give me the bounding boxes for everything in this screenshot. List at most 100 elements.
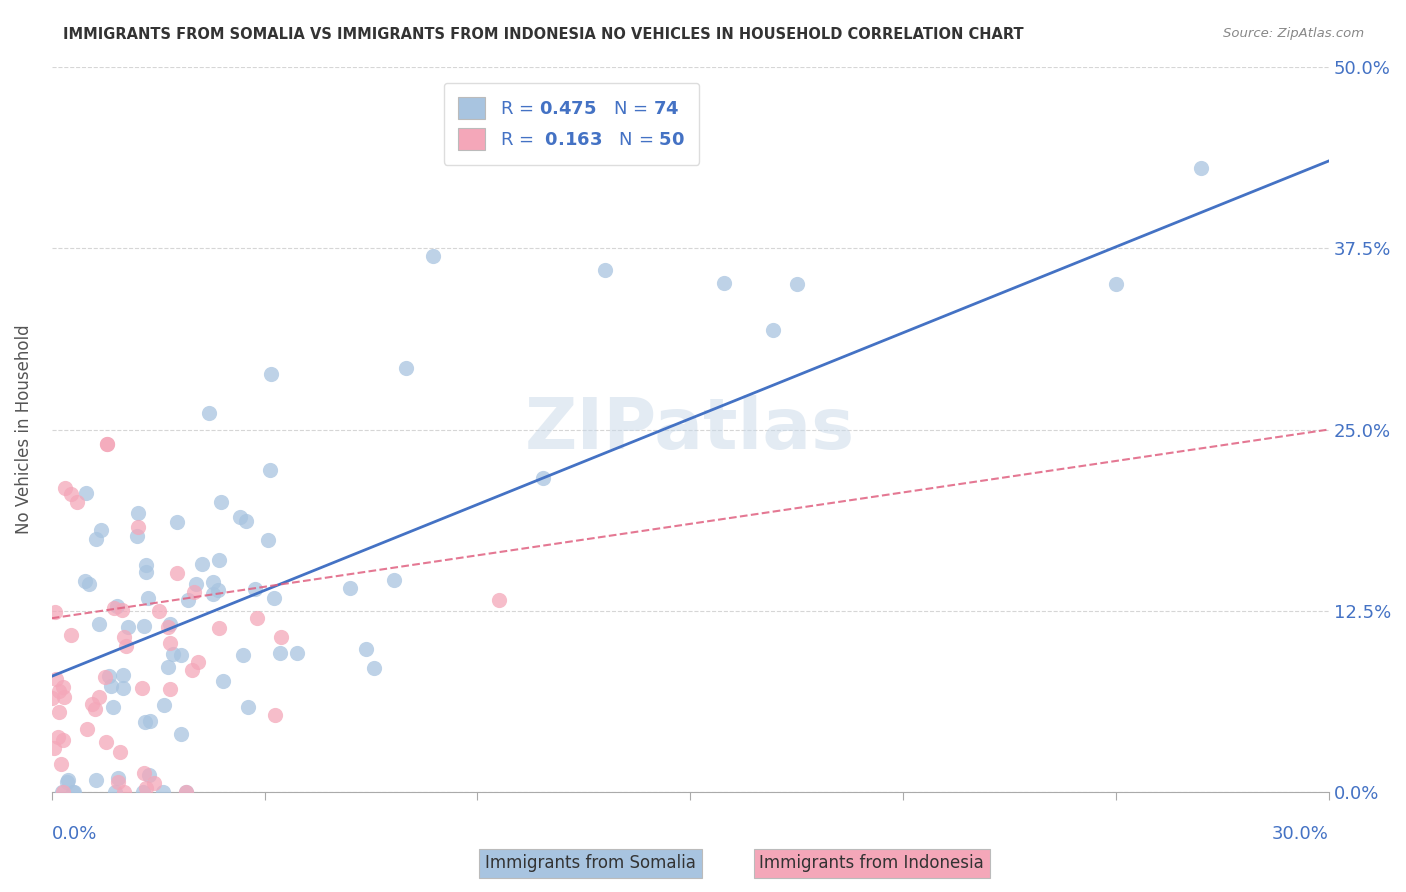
Point xyxy=(260,368,283,382)
Point xyxy=(94,670,117,684)
Point xyxy=(55,775,77,789)
Point xyxy=(87,690,110,704)
Point xyxy=(49,756,72,771)
Point xyxy=(100,679,122,693)
Point xyxy=(112,681,135,695)
Point xyxy=(174,785,197,799)
Point xyxy=(53,481,76,495)
Point xyxy=(125,529,148,543)
Point xyxy=(112,668,135,682)
Text: Immigrants from Indonesia: Immigrants from Indonesia xyxy=(759,855,984,872)
Point xyxy=(112,630,135,644)
Point xyxy=(62,785,84,799)
Point xyxy=(48,684,70,698)
Point xyxy=(1105,277,1128,292)
Point xyxy=(73,574,96,588)
Text: 0.0%: 0.0% xyxy=(52,825,97,843)
Point xyxy=(115,640,138,654)
Point xyxy=(76,722,98,736)
Text: Source: ZipAtlas.com: Source: ZipAtlas.com xyxy=(1223,27,1364,40)
Point xyxy=(134,715,156,730)
Point xyxy=(593,262,616,277)
Point xyxy=(84,701,107,715)
Point xyxy=(170,727,193,741)
Point xyxy=(363,660,385,674)
Point xyxy=(66,495,89,509)
Point xyxy=(1189,161,1212,176)
Point xyxy=(152,785,174,799)
Point xyxy=(208,553,231,567)
Point xyxy=(52,785,75,799)
Point xyxy=(58,772,80,787)
Point xyxy=(103,700,125,714)
Point xyxy=(159,636,181,650)
Text: ZIPatlas: ZIPatlas xyxy=(526,395,855,464)
Point xyxy=(107,771,129,785)
Point xyxy=(107,775,129,789)
Point xyxy=(139,714,162,728)
Point xyxy=(60,628,83,642)
Point xyxy=(229,509,252,524)
Point xyxy=(174,785,197,799)
Point xyxy=(183,585,205,599)
Point xyxy=(191,557,214,571)
Point xyxy=(138,768,160,782)
Point xyxy=(105,599,128,614)
Point xyxy=(159,617,181,632)
Point xyxy=(162,647,184,661)
Point xyxy=(156,660,179,674)
Point xyxy=(52,681,75,695)
Point xyxy=(181,664,204,678)
Point xyxy=(170,648,193,663)
Point xyxy=(82,697,104,711)
Point xyxy=(212,673,235,688)
Point xyxy=(259,463,281,477)
Point xyxy=(382,573,405,587)
Point xyxy=(98,669,121,683)
Point xyxy=(132,766,155,780)
Point xyxy=(270,630,292,644)
Point xyxy=(89,617,111,632)
Point xyxy=(104,785,127,799)
Point xyxy=(112,785,135,799)
Point xyxy=(48,706,70,720)
Point xyxy=(166,566,188,581)
Point xyxy=(156,620,179,634)
Point xyxy=(62,785,84,799)
Point xyxy=(243,582,266,596)
Point xyxy=(127,520,149,534)
Point xyxy=(131,681,153,695)
Point xyxy=(153,698,176,712)
Point xyxy=(713,276,735,290)
Point xyxy=(135,566,157,580)
Point xyxy=(531,471,554,485)
Point xyxy=(135,558,157,573)
Point xyxy=(46,731,69,745)
Point xyxy=(186,577,208,591)
Point xyxy=(166,516,188,530)
Point xyxy=(488,593,510,607)
Point xyxy=(257,533,280,548)
Point xyxy=(211,495,233,509)
Point xyxy=(44,605,66,619)
Point xyxy=(84,532,107,546)
Point xyxy=(135,781,157,796)
Point xyxy=(269,646,291,660)
Text: 30.0%: 30.0% xyxy=(1272,825,1329,843)
Point xyxy=(77,577,100,591)
Point xyxy=(786,277,808,292)
Point xyxy=(132,619,155,633)
Point xyxy=(395,360,418,375)
Point xyxy=(287,646,309,660)
Point xyxy=(159,682,181,697)
Point xyxy=(339,581,361,595)
Point xyxy=(207,582,229,597)
Point xyxy=(202,574,225,589)
Point xyxy=(51,785,73,799)
Point xyxy=(422,249,444,263)
Point xyxy=(132,785,155,799)
Y-axis label: No Vehicles in Household: No Vehicles in Household xyxy=(15,325,32,534)
Point xyxy=(148,604,170,618)
Point xyxy=(143,775,166,789)
Point xyxy=(127,507,149,521)
